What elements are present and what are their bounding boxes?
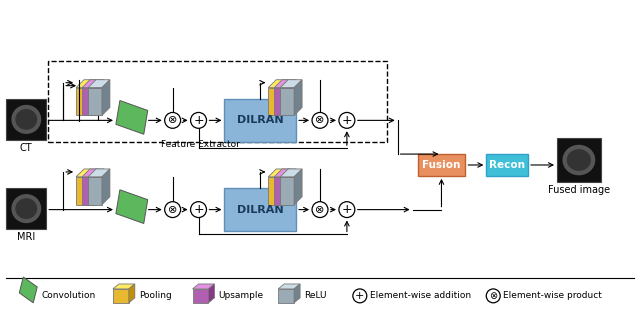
Ellipse shape — [563, 145, 595, 175]
Polygon shape — [280, 88, 294, 115]
Text: ⊗: ⊗ — [489, 291, 497, 301]
Bar — [417, 154, 465, 176]
Polygon shape — [96, 80, 104, 115]
Ellipse shape — [567, 149, 591, 171]
Bar — [557, 138, 601, 182]
Polygon shape — [90, 169, 98, 205]
Bar — [48, 61, 387, 142]
Text: ⊗: ⊗ — [316, 205, 324, 215]
Polygon shape — [274, 177, 288, 205]
Polygon shape — [76, 169, 98, 177]
Polygon shape — [90, 80, 98, 115]
Polygon shape — [88, 177, 102, 205]
Polygon shape — [294, 169, 302, 205]
Polygon shape — [113, 289, 129, 303]
Polygon shape — [193, 284, 214, 289]
Polygon shape — [274, 88, 288, 115]
Text: CT: CT — [20, 143, 33, 153]
Polygon shape — [288, 80, 296, 115]
Circle shape — [353, 289, 367, 303]
Polygon shape — [278, 289, 294, 303]
Polygon shape — [82, 88, 96, 115]
Text: Element-wise addition: Element-wise addition — [370, 291, 471, 301]
Polygon shape — [129, 284, 135, 303]
Polygon shape — [278, 284, 300, 289]
Circle shape — [339, 202, 355, 217]
Polygon shape — [193, 289, 209, 303]
Text: Convolution: Convolution — [41, 291, 95, 301]
Circle shape — [312, 202, 328, 217]
Text: MRI: MRI — [17, 232, 35, 242]
Polygon shape — [88, 88, 102, 115]
Polygon shape — [268, 177, 282, 205]
Polygon shape — [274, 169, 296, 177]
Polygon shape — [274, 80, 296, 88]
Text: DILRAN: DILRAN — [237, 115, 284, 125]
Polygon shape — [82, 177, 96, 205]
Polygon shape — [88, 169, 110, 177]
Text: Feature Extractor: Feature Extractor — [161, 140, 239, 149]
Text: Element-wise product: Element-wise product — [503, 291, 602, 301]
Bar — [6, 188, 46, 230]
Polygon shape — [268, 169, 290, 177]
Polygon shape — [76, 177, 90, 205]
Text: Pooling: Pooling — [139, 291, 172, 301]
Polygon shape — [116, 100, 148, 134]
Polygon shape — [19, 277, 37, 303]
Polygon shape — [209, 284, 214, 303]
Text: +: + — [342, 114, 352, 127]
Text: ⊗: ⊗ — [168, 115, 177, 125]
Text: ⊗: ⊗ — [316, 115, 324, 125]
Bar — [225, 188, 296, 232]
Polygon shape — [76, 80, 98, 88]
Polygon shape — [288, 169, 296, 205]
Ellipse shape — [15, 198, 37, 219]
Text: ⊗: ⊗ — [168, 205, 177, 215]
Text: Fusion: Fusion — [422, 160, 461, 170]
Polygon shape — [294, 284, 300, 303]
Polygon shape — [268, 88, 282, 115]
Circle shape — [339, 112, 355, 128]
Polygon shape — [102, 80, 110, 115]
Text: ReLU: ReLU — [304, 291, 326, 301]
Polygon shape — [82, 80, 104, 88]
Polygon shape — [294, 80, 302, 115]
Polygon shape — [282, 169, 290, 205]
Circle shape — [191, 202, 207, 217]
Text: Fused image: Fused image — [548, 185, 610, 195]
Text: Upsample: Upsample — [218, 291, 264, 301]
Text: +: + — [193, 114, 204, 127]
Polygon shape — [82, 169, 104, 177]
Circle shape — [164, 112, 180, 128]
Ellipse shape — [15, 109, 37, 130]
Polygon shape — [96, 169, 104, 205]
Polygon shape — [102, 169, 110, 205]
Ellipse shape — [12, 194, 41, 223]
Bar — [486, 154, 528, 176]
Ellipse shape — [12, 105, 41, 134]
Circle shape — [164, 202, 180, 217]
Polygon shape — [116, 190, 148, 223]
Circle shape — [312, 112, 328, 128]
Text: Recon: Recon — [489, 160, 525, 170]
Circle shape — [486, 289, 500, 303]
Polygon shape — [268, 80, 290, 88]
Polygon shape — [280, 80, 302, 88]
Polygon shape — [113, 284, 135, 289]
Bar — [6, 98, 46, 140]
Text: +: + — [193, 203, 204, 216]
Text: +: + — [355, 291, 365, 301]
Polygon shape — [88, 80, 110, 88]
Text: +: + — [342, 203, 352, 216]
Bar — [225, 98, 296, 142]
Polygon shape — [76, 88, 90, 115]
Text: DILRAN: DILRAN — [237, 205, 284, 215]
Polygon shape — [280, 177, 294, 205]
Polygon shape — [282, 80, 290, 115]
Polygon shape — [280, 169, 302, 177]
Circle shape — [191, 112, 207, 128]
